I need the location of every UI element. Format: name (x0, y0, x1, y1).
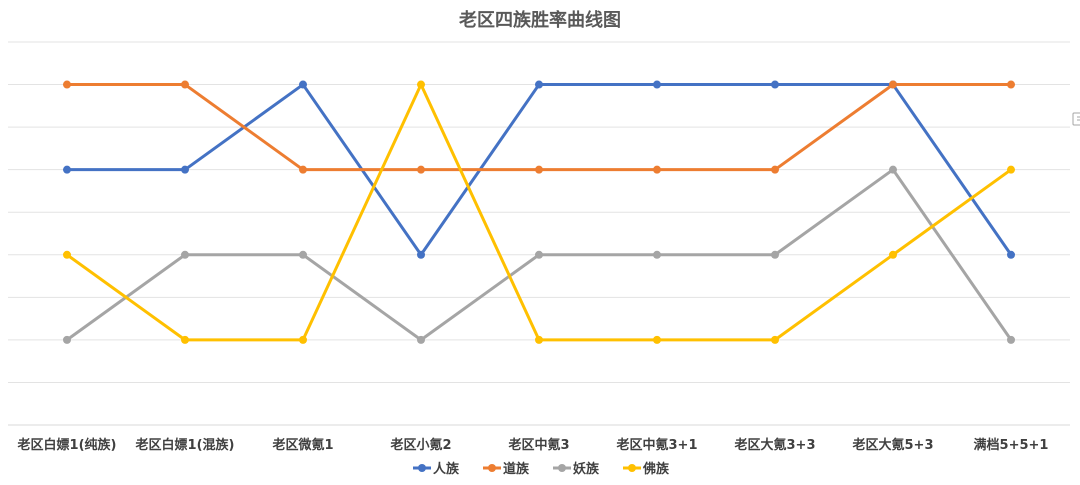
data-point (889, 80, 897, 89)
data-point (417, 250, 425, 259)
data-point (1007, 80, 1015, 89)
legend-item: 妖族 (553, 461, 600, 477)
legend-swatch-marker (488, 464, 496, 472)
data-point (181, 80, 189, 89)
legend-swatch-marker (418, 464, 426, 472)
data-point (299, 250, 307, 259)
legend-label: 佛族 (642, 461, 670, 477)
data-point (299, 165, 307, 174)
legend-label: 妖族 (573, 461, 600, 477)
x-tick-label: 老区大氪5+3 (852, 437, 934, 453)
data-point (1007, 165, 1015, 174)
legend-swatch-marker (558, 464, 566, 472)
data-point (181, 250, 189, 259)
data-point (771, 165, 779, 174)
data-point (1007, 335, 1015, 344)
series-markers (63, 80, 1015, 344)
data-point (535, 250, 543, 259)
data-point (653, 250, 661, 259)
legend-item: 佛族 (623, 461, 670, 477)
legend: 人族 道族 妖族 佛族 (413, 461, 670, 477)
legend-item: 道族 (483, 461, 530, 477)
x-tick-label: 老区大氪3+3 (734, 437, 816, 453)
data-point (299, 80, 307, 89)
data-point (417, 335, 425, 344)
data-point (181, 165, 189, 174)
data-point (1007, 250, 1015, 259)
chart-title: 老区四族胜率曲线图 (459, 9, 621, 31)
resize-handle[interactable] (1072, 112, 1080, 126)
data-point (889, 165, 897, 174)
data-point (299, 335, 307, 344)
data-point (535, 80, 543, 89)
x-tick-label: 满档5+5+1 (974, 437, 1049, 453)
data-point (771, 80, 779, 89)
data-point (771, 250, 779, 259)
data-point (889, 250, 897, 259)
legend-label: 道族 (503, 461, 530, 477)
data-point (535, 335, 543, 344)
data-point (63, 165, 71, 174)
legend-swatch-marker (628, 464, 636, 472)
resize-handle-box[interactable] (1072, 112, 1080, 126)
x-tick-label: 老区中氪3 (507, 437, 569, 453)
data-point (653, 335, 661, 344)
data-point (653, 165, 661, 174)
x-tick-label: 老区微氪1 (271, 437, 333, 453)
data-point (771, 335, 779, 344)
x-tick-label: 老区白嫖1(纯族) (17, 437, 117, 453)
data-point (417, 165, 425, 174)
data-point (417, 80, 425, 89)
x-tick-label: 老区小氪2 (389, 437, 451, 453)
data-point (63, 335, 71, 344)
x-tick-label: 老区白嫖1(混族) (135, 437, 235, 453)
data-point (181, 335, 189, 344)
legend-label: 人族 (433, 461, 460, 477)
x-axis-tick-labels: 老区白嫖1(纯族) 老区白嫖1(混族) 老区微氪1 老区小氪2 老区中氪3 老区中氪3+1… (17, 437, 1049, 453)
data-point (535, 165, 543, 174)
data-point (63, 250, 71, 259)
x-tick-label: 老区中氪3+1 (616, 437, 698, 453)
data-point (653, 80, 661, 89)
legend-item: 人族 (413, 461, 460, 477)
data-point (63, 80, 71, 89)
